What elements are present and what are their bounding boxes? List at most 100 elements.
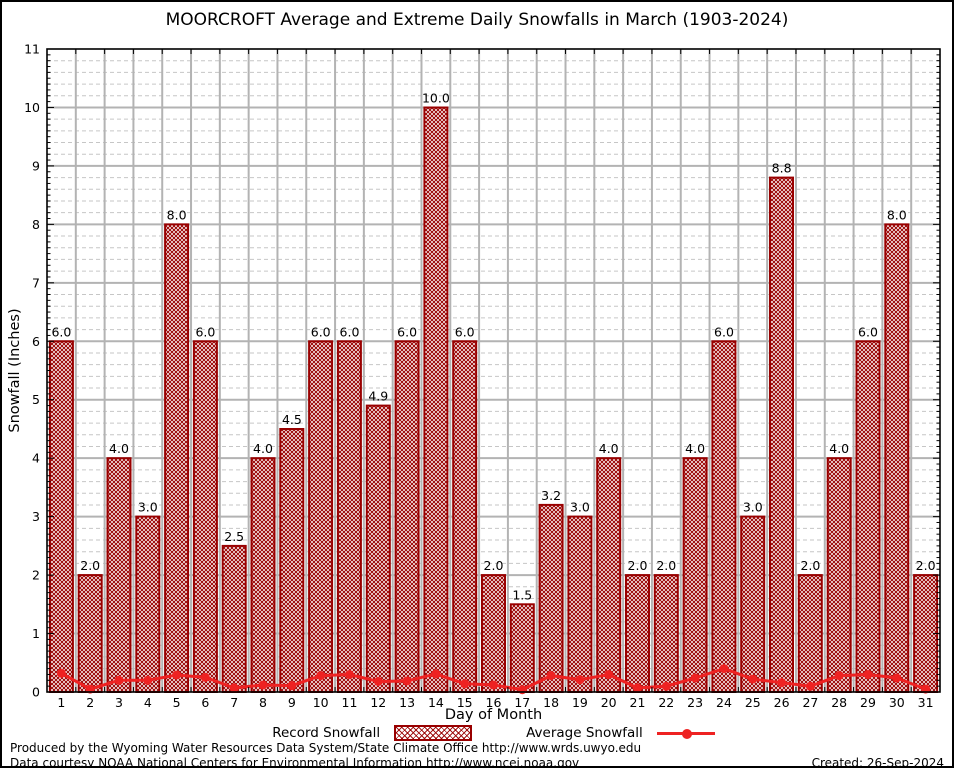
svg-text:7: 7 bbox=[230, 695, 238, 710]
svg-text:24: 24 bbox=[716, 695, 732, 710]
svg-text:11: 11 bbox=[342, 695, 358, 710]
average-line bbox=[56, 664, 931, 695]
bar-label-day-7: 2.5 bbox=[224, 529, 244, 544]
avg-marker-day-16 bbox=[489, 680, 498, 690]
legend-average-label: Average Snowfall bbox=[526, 725, 643, 741]
svg-text:5: 5 bbox=[32, 392, 40, 407]
svg-text:4: 4 bbox=[32, 451, 40, 466]
bar-day-10 bbox=[308, 340, 334, 693]
bar-day-23 bbox=[682, 457, 708, 694]
bar-day-22 bbox=[653, 574, 679, 693]
avg-marker-day-21 bbox=[633, 683, 642, 693]
bar-label-day-5: 8.0 bbox=[167, 207, 187, 222]
bar-label-day-22: 2.0 bbox=[656, 558, 676, 573]
bar-label-day-18: 3.2 bbox=[541, 488, 561, 503]
chart-legend: Record Snowfall Average Snowfall bbox=[47, 725, 940, 741]
record-snowfall-swatch-icon bbox=[394, 725, 473, 741]
bar-label-day-19: 3.0 bbox=[570, 500, 590, 515]
svg-text:7: 7 bbox=[32, 275, 40, 290]
avg-marker-day-20 bbox=[604, 670, 614, 679]
bar-day-30 bbox=[884, 223, 910, 693]
svg-text:16: 16 bbox=[486, 695, 502, 710]
footer-created-date: Created: 26-Sep-2024 bbox=[811, 756, 944, 768]
bar-day-14 bbox=[423, 106, 449, 693]
svg-text:1: 1 bbox=[32, 626, 40, 641]
svg-text:27: 27 bbox=[802, 695, 818, 710]
bar-day-26 bbox=[769, 176, 794, 694]
bar-label-day-31: 2.0 bbox=[916, 558, 936, 573]
avg-marker-day-18 bbox=[546, 671, 556, 681]
bar-label-day-11: 6.0 bbox=[340, 324, 360, 339]
svg-text:8: 8 bbox=[32, 217, 40, 232]
bar-day-28 bbox=[826, 457, 852, 694]
bar-day-29 bbox=[855, 340, 881, 693]
svg-text:2: 2 bbox=[86, 695, 94, 710]
bar-label-day-27: 2.0 bbox=[800, 558, 820, 573]
bar-day-7 bbox=[221, 544, 247, 694]
svg-text:13: 13 bbox=[399, 695, 415, 710]
avg-marker-day-6 bbox=[200, 672, 210, 682]
svg-text:0: 0 bbox=[32, 685, 40, 700]
avg-marker-day-28 bbox=[834, 671, 844, 681]
avg-marker-day-5 bbox=[172, 670, 182, 680]
avg-marker-day-8 bbox=[258, 680, 268, 690]
x-axis-ticks bbox=[46, 49, 941, 692]
avg-marker-day-26 bbox=[777, 678, 787, 688]
bar-day-11 bbox=[336, 340, 362, 693]
svg-text:2: 2 bbox=[32, 568, 40, 583]
bar-label-day-10: 6.0 bbox=[311, 324, 331, 339]
chart-canvas: 6.0 2.0 4.0 3.0 8.0 6.0 2.5 4.0 4.5 6.0 6.0 4.9 6.0 1… bbox=[7, 42, 941, 710]
svg-text:25: 25 bbox=[745, 695, 761, 710]
svg-text:20: 20 bbox=[601, 695, 617, 710]
chart-title: MOORCROFT Average and Extreme Daily Snow… bbox=[165, 10, 789, 30]
svg-text:21: 21 bbox=[630, 695, 646, 710]
bar-day-21 bbox=[625, 574, 650, 693]
bar-label-day-23: 4.0 bbox=[685, 441, 705, 456]
avg-marker-day-29 bbox=[863, 670, 873, 679]
bar-label-day-4: 3.0 bbox=[138, 500, 158, 515]
svg-text:26: 26 bbox=[774, 695, 790, 710]
avg-marker-day-12 bbox=[373, 677, 383, 686]
bar-day-3 bbox=[106, 457, 132, 694]
bar-label-day-2: 2.0 bbox=[80, 558, 100, 573]
bar-day-5 bbox=[164, 223, 190, 693]
avg-marker-day-27 bbox=[805, 681, 815, 691]
avg-marker-day-13 bbox=[402, 676, 412, 686]
svg-text:18: 18 bbox=[543, 695, 559, 710]
grid-vertical bbox=[74, 49, 913, 692]
svg-text:19: 19 bbox=[572, 695, 588, 710]
avg-marker-day-22 bbox=[661, 681, 671, 691]
svg-text:31: 31 bbox=[918, 695, 934, 710]
avg-marker-day-19 bbox=[575, 675, 585, 685]
avg-marker-day-1 bbox=[56, 668, 66, 678]
bar-day-24 bbox=[711, 340, 737, 693]
average-snowfall-line-icon bbox=[656, 727, 715, 739]
bar-label-day-15: 6.0 bbox=[455, 324, 475, 339]
bar-label-day-12: 4.9 bbox=[368, 389, 388, 404]
bar-label-day-3: 4.0 bbox=[109, 441, 129, 456]
svg-text:5: 5 bbox=[173, 695, 181, 710]
bar-day-4 bbox=[135, 515, 161, 693]
avg-marker-day-4 bbox=[143, 675, 153, 685]
avg-marker-day-23 bbox=[690, 673, 700, 683]
svg-text:3: 3 bbox=[115, 695, 123, 710]
svg-text:8: 8 bbox=[259, 695, 267, 710]
bar-day-6 bbox=[192, 340, 218, 693]
bar-day-20 bbox=[596, 457, 622, 694]
avg-marker-day-25 bbox=[748, 674, 758, 684]
bar-day-13 bbox=[394, 340, 420, 693]
bar-label-day-30: 8.0 bbox=[887, 207, 907, 222]
bar-label-day-6: 6.0 bbox=[195, 324, 215, 339]
bar-label-day-29: 6.0 bbox=[858, 324, 878, 339]
bar-day-25 bbox=[740, 515, 766, 693]
svg-text:30: 30 bbox=[889, 695, 905, 710]
avg-marker-day-11 bbox=[345, 670, 354, 679]
bar-label-day-14: 10.0 bbox=[422, 91, 450, 106]
svg-text:28: 28 bbox=[831, 695, 847, 710]
bar-day-2 bbox=[77, 574, 103, 693]
svg-text:10: 10 bbox=[313, 695, 329, 710]
bars bbox=[48, 106, 939, 694]
bar-label-day-13: 6.0 bbox=[397, 324, 417, 339]
svg-text:9: 9 bbox=[288, 695, 296, 710]
